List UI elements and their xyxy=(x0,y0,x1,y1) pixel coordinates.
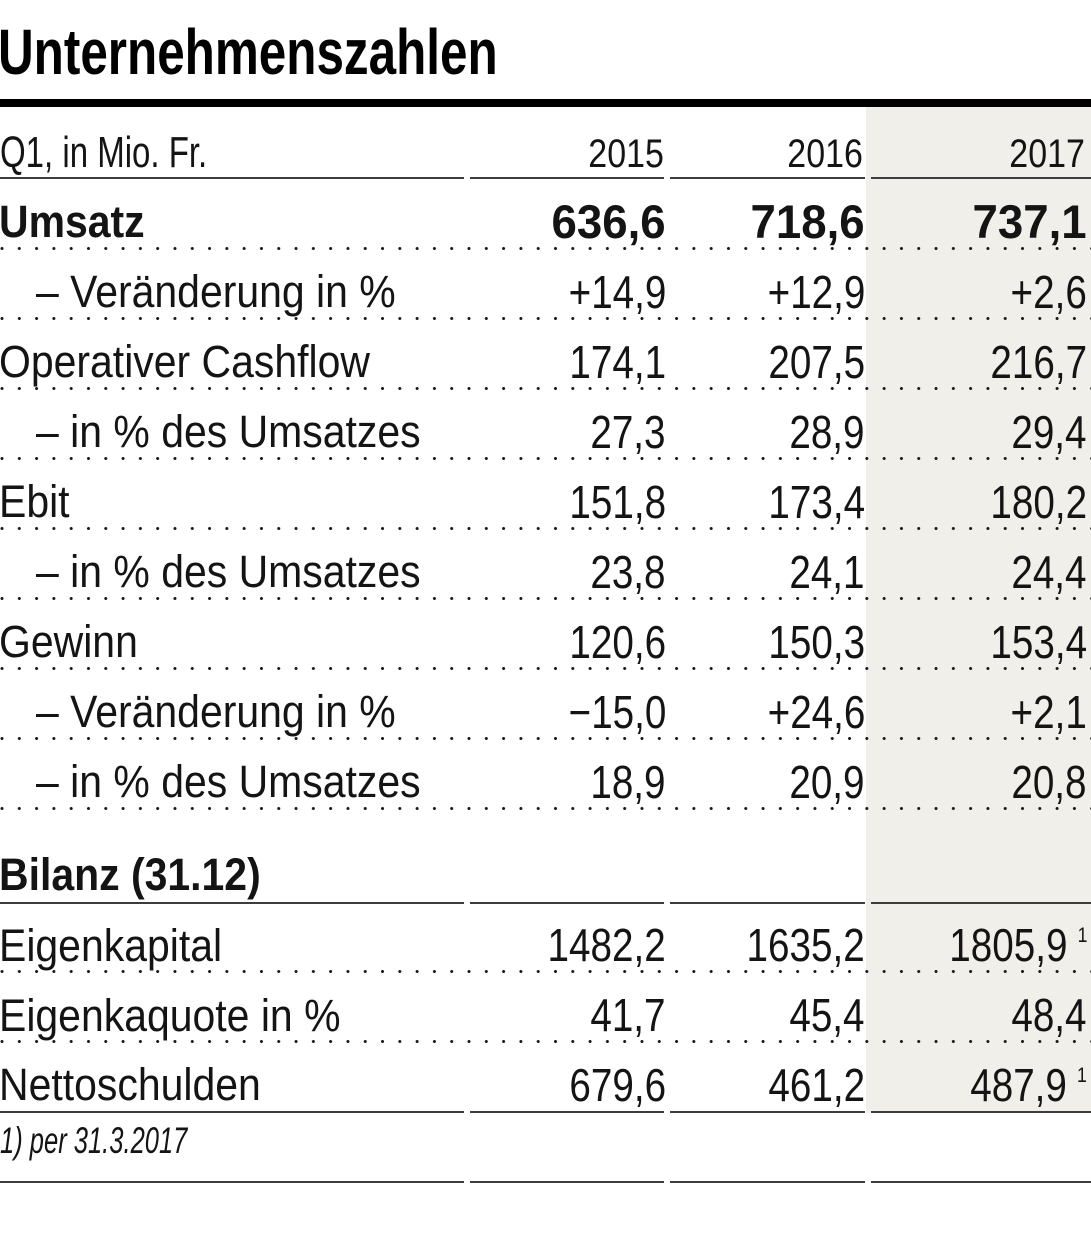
value-2015: 27,3 xyxy=(590,405,666,458)
value-2017: 1805,9 1 xyxy=(948,919,1087,972)
row-label: Eigenkaquote in % xyxy=(0,989,341,1041)
row-label: – in % des Umsatzes xyxy=(36,405,421,457)
value-2016: 28,9 xyxy=(789,405,865,458)
table-unit-label: Q1, in Mio. Fr. xyxy=(0,127,208,177)
value-2015: 23,8 xyxy=(590,545,666,598)
value-2017: +2,1 xyxy=(1010,685,1087,738)
balance-bottom-rule xyxy=(0,1110,1091,1113)
row-label: Umsatz xyxy=(0,195,145,247)
highlight-column-2017 xyxy=(866,107,1091,1113)
row-label: Operativer Cashflow xyxy=(0,335,370,387)
footnote: 1) per 31.3.2017 xyxy=(0,1119,188,1161)
row-separator-dotted xyxy=(0,246,1091,250)
section-rule xyxy=(0,902,1091,904)
section-header: Bilanz (31.12) xyxy=(0,849,261,900)
value-2015: 679,6 xyxy=(569,1058,666,1111)
value-2016: 20,9 xyxy=(789,755,865,808)
row-separator-dotted xyxy=(0,736,1091,740)
row-label: – Veränderung in % xyxy=(36,685,396,737)
value-2015: 120,6 xyxy=(569,615,666,668)
row-label: Ebit xyxy=(0,475,70,527)
column-header-2015: 2015 xyxy=(588,131,664,176)
value-2015: 151,8 xyxy=(569,475,666,528)
value-2016: 173,4 xyxy=(768,475,865,528)
row-separator-dotted xyxy=(0,456,1091,460)
row-separator-dotted xyxy=(0,970,1091,973)
value-2016: 718,6 xyxy=(750,194,865,248)
column-header-2017: 2017 xyxy=(1009,131,1085,176)
value-2017: +2,6 xyxy=(1010,265,1087,318)
page-title: Unternehmenszahlen xyxy=(0,15,498,88)
value-2016: 461,2 xyxy=(768,1058,865,1111)
value-2016: 45,4 xyxy=(789,989,865,1042)
value-2015: 1482,2 xyxy=(547,919,666,972)
value-2017: 153,4 xyxy=(990,615,1087,668)
header-rule xyxy=(0,176,1091,179)
row-separator-dotted xyxy=(0,806,1091,810)
heavy-top-rule xyxy=(0,99,1091,107)
row-label: Gewinn xyxy=(0,615,138,667)
row-label: – in % des Umsatzes xyxy=(36,545,421,597)
bottom-rule xyxy=(0,1181,1091,1183)
value-2015: −15,0 xyxy=(568,685,666,738)
value-2017: 48,4 xyxy=(1011,989,1087,1042)
row-separator-dotted xyxy=(0,526,1091,530)
column-header-2016: 2016 xyxy=(787,131,863,176)
value-2017: 487,9 1 xyxy=(970,1058,1087,1111)
value-2016: +24,6 xyxy=(767,685,865,738)
row-separator-dotted xyxy=(0,386,1091,390)
value-2017: 180,2 xyxy=(990,475,1087,528)
row-separator-dotted xyxy=(0,1040,1091,1043)
value-2015: 636,6 xyxy=(551,194,666,248)
value-2015: 174,1 xyxy=(569,335,666,388)
value-2017: 29,4 xyxy=(1011,405,1087,458)
value-2016: 150,3 xyxy=(768,615,865,668)
value-2015: 18,9 xyxy=(590,755,666,808)
value-2016: +12,9 xyxy=(767,265,865,318)
value-2015: +14,9 xyxy=(568,265,666,318)
row-label: – in % des Umsatzes xyxy=(36,755,421,807)
value-2016: 24,1 xyxy=(789,545,865,598)
row-separator-dotted xyxy=(0,666,1091,670)
row-separator-dotted xyxy=(0,596,1091,600)
footnote-marker: 1 xyxy=(1077,924,1087,948)
row-label: Eigenkapital xyxy=(0,919,223,971)
value-2017: 737,1 xyxy=(972,194,1087,248)
value-2017: 20,8 xyxy=(1011,755,1087,808)
value-2017: 216,7 xyxy=(990,335,1087,388)
value-2015: 41,7 xyxy=(590,989,666,1042)
row-label: Nettoschulden xyxy=(0,1059,261,1110)
row-separator-dotted xyxy=(0,316,1091,320)
value-2016: 1635,2 xyxy=(746,919,865,972)
footnote-marker: 1 xyxy=(1077,1063,1087,1087)
value-2017: 24,4 xyxy=(1011,545,1087,598)
value-2016: 207,5 xyxy=(768,335,865,388)
row-label: – Veränderung in % xyxy=(36,265,396,317)
